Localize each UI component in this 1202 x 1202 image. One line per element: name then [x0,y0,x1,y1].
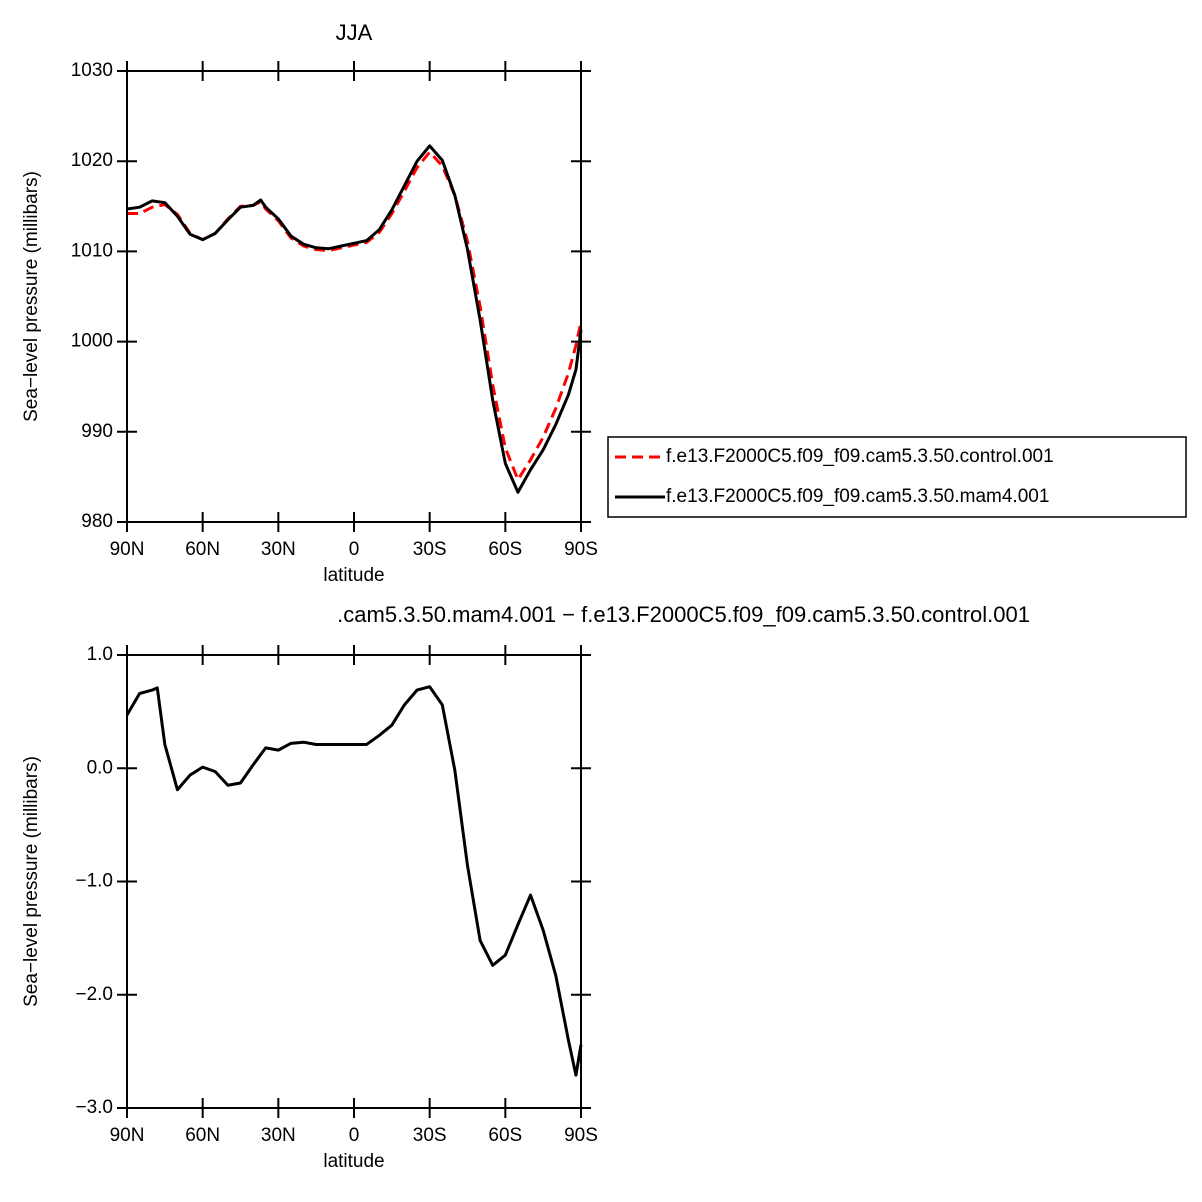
y-tick-label: −3.0 [75,1097,113,1118]
y-tick-label: 0.0 [87,757,113,778]
y-axis-label: Sea−level pressure (millibars) [21,171,42,422]
y-tick-label: 990 [81,421,113,442]
plot-frame [126,70,582,523]
x-tick-label: 30S [413,1125,447,1146]
x-tick-label: 90S [564,539,598,560]
chart-title: .cam5.3.50.mam4.001 − f.e13.F2000C5.f09_… [337,602,1030,627]
x-axis-label: latitude [323,1151,384,1172]
x-tick-label: 60S [488,539,522,560]
chart-title: JJA [336,20,373,45]
y-tick-label: 1010 [71,240,113,261]
x-tick-label: 30N [261,539,296,560]
x-tick-label: 30S [413,539,447,560]
legend-label: f.e13.F2000C5.f09_f09.cam5.3.50.control.… [666,446,1054,467]
data-line [125,685,583,1077]
legend-label: f.e13.F2000C5.f09_f09.cam5.3.50.mam4.001 [666,486,1049,507]
x-tick-label: 60N [185,539,220,560]
y-tick-label: −2.0 [75,984,113,1005]
legend-box [607,436,1187,518]
x-tick-label: 60S [488,1125,522,1146]
data-line [127,150,583,482]
y-tick-label: 1000 [71,331,113,352]
data-line [126,144,583,494]
x-tick-label: 30N [261,1125,296,1146]
x-tick-label: 90S [564,1125,598,1146]
plot-frame [126,654,582,1109]
y-tick-label: 1020 [71,150,113,171]
x-tick-label: 0 [349,1125,360,1146]
x-tick-label: 90N [110,539,145,560]
y-tick-label: 1.0 [87,644,113,665]
y-tick-label: 980 [81,511,113,532]
x-tick-label: 0 [349,539,360,560]
x-tick-label: 90N [110,1125,145,1146]
x-tick-label: 60N [185,1125,220,1146]
y-axis-label: Sea−level pressure (millibars) [21,756,42,1007]
x-axis-label: latitude [323,565,384,586]
y-tick-label: 1030 [71,60,113,81]
y-tick-label: −1.0 [75,871,113,892]
